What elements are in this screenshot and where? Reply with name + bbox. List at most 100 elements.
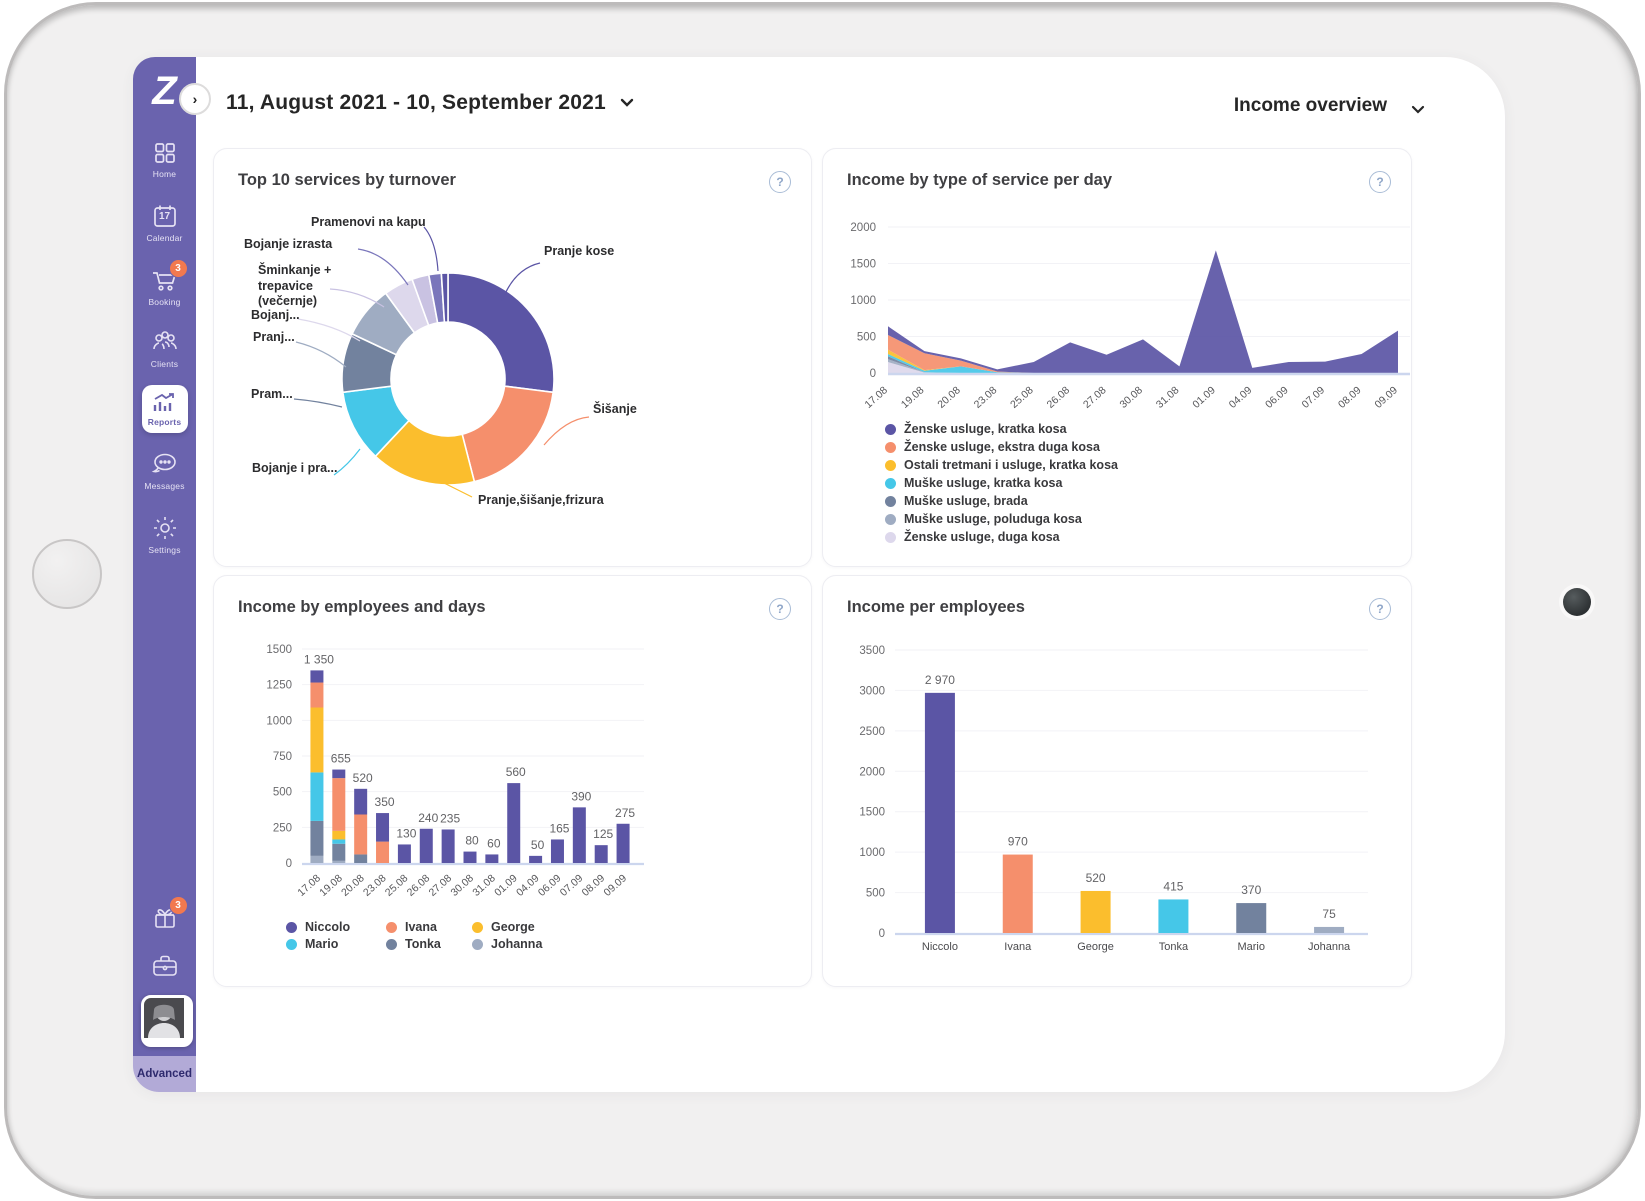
bar-segment[interactable] xyxy=(397,844,411,863)
legend-dot xyxy=(885,442,896,453)
date-range-selector[interactable]: 11, August 2021 - 10, September 2021 xyxy=(226,89,634,115)
bar-segment[interactable] xyxy=(441,829,455,863)
bar-segment[interactable] xyxy=(354,788,368,815)
bar-segment[interactable] xyxy=(332,860,346,863)
bar-value-label: 560 xyxy=(506,765,526,779)
sidebar-item-calendar[interactable]: 17 Calendar xyxy=(133,203,196,243)
x-tick-label: 23.08 xyxy=(361,872,389,899)
help-icon[interactable]: ? xyxy=(1369,171,1391,193)
chevron-down-icon[interactable] xyxy=(1411,101,1425,119)
y-tick-label: 1000 xyxy=(859,847,885,859)
bar[interactable] xyxy=(924,692,955,933)
bar-segment[interactable] xyxy=(310,682,324,708)
legend-item: Ženske usluge, duga kosa xyxy=(885,529,1118,546)
bar-segment[interactable] xyxy=(332,839,346,844)
y-tick-label: 2000 xyxy=(859,766,885,778)
x-tick-label: 17.08 xyxy=(295,872,323,899)
bar-segment[interactable] xyxy=(354,814,368,855)
card-title: Income by employees and days xyxy=(238,598,486,616)
bar-segment[interactable] xyxy=(310,670,324,683)
report-view-selector[interactable]: Income overview xyxy=(1234,95,1387,117)
bar-segment[interactable] xyxy=(332,778,346,831)
cart-icon: 3 xyxy=(151,259,188,293)
x-tick-label: 27.08 xyxy=(427,872,455,899)
bar-value-label: 1 350 xyxy=(304,652,334,666)
donut-chart xyxy=(293,226,590,498)
bar-segment[interactable] xyxy=(594,845,608,863)
booking-badge: 3 xyxy=(168,259,188,278)
bar-value-label: 75 xyxy=(1322,907,1336,921)
bar-segment[interactable] xyxy=(485,854,499,863)
bar-segment[interactable] xyxy=(354,854,368,863)
donut-segment-label: Pranje kose xyxy=(544,244,615,258)
bar[interactable] xyxy=(1158,899,1189,933)
sidebar-item-booking[interactable]: 3 Booking xyxy=(133,259,196,307)
bar-segment[interactable] xyxy=(529,855,543,863)
sidebar-item-settings[interactable]: Settings xyxy=(133,515,196,555)
tablet-camera xyxy=(1563,588,1591,616)
help-icon[interactable]: ? xyxy=(769,598,791,620)
bar[interactable] xyxy=(1002,854,1033,933)
sidebar: Z Home 17 Calendar xyxy=(133,57,196,1056)
tablet-home-button[interactable] xyxy=(32,539,102,609)
donut-leader-line xyxy=(543,416,590,446)
legend-item: Ivana xyxy=(386,919,472,936)
donut-leader-line xyxy=(295,341,347,368)
bar-value-label: 520 xyxy=(353,771,373,785)
x-tick-label: 26.08 xyxy=(405,872,433,899)
x-tick-label: 04.09 xyxy=(514,872,542,899)
x-tick-label: Niccolo xyxy=(922,941,958,953)
help-icon[interactable]: ? xyxy=(1369,598,1391,620)
legend-label: Ženske usluge, duga kosa xyxy=(904,530,1060,544)
bar-segment[interactable] xyxy=(507,783,521,863)
app-logo[interactable]: Z xyxy=(152,68,177,113)
bar[interactable] xyxy=(1236,903,1267,933)
bar-value-label: 240 xyxy=(418,811,438,825)
donut-segment-label: Bojanj... xyxy=(251,308,300,322)
bar-value-label: 275 xyxy=(615,806,635,820)
bar-segment[interactable] xyxy=(310,820,324,856)
sidebar-item-briefcase[interactable] xyxy=(133,953,196,979)
y-tick-label: 250 xyxy=(273,822,292,834)
sidebar-item-gift[interactable]: 3 xyxy=(133,896,196,931)
donut-leader-line xyxy=(293,398,343,408)
donut-segment[interactable] xyxy=(440,272,449,323)
bar-segment[interactable] xyxy=(310,772,324,821)
bar-segment[interactable] xyxy=(310,707,324,773)
legend-dot xyxy=(885,496,896,507)
donut-segment[interactable] xyxy=(447,272,555,394)
bar[interactable] xyxy=(1314,926,1345,933)
x-tick-label: 20.08 xyxy=(339,872,367,899)
donut-leader-line xyxy=(357,248,409,286)
bar-segment[interactable] xyxy=(332,843,346,861)
help-icon[interactable]: ? xyxy=(769,171,791,193)
bar-segment[interactable] xyxy=(572,807,586,863)
sidebar-item-reports[interactable]: Reports xyxy=(133,385,196,433)
legend-dot xyxy=(472,939,483,950)
bar[interactable] xyxy=(1080,890,1111,933)
y-tick-label: 1500 xyxy=(850,259,876,271)
sidebar-item-home[interactable]: Home xyxy=(133,141,196,179)
legend-dot xyxy=(885,424,896,435)
bar-segment[interactable] xyxy=(419,828,433,863)
user-avatar[interactable] xyxy=(141,995,193,1047)
bar-segment[interactable] xyxy=(332,830,346,840)
gear-icon xyxy=(152,515,178,541)
sidebar-collapse-button[interactable]: › xyxy=(179,83,211,115)
bar-segment[interactable] xyxy=(463,851,477,863)
messages-icon xyxy=(151,451,179,477)
sidebar-item-clients[interactable]: Clients xyxy=(133,329,196,369)
bar-segment[interactable] xyxy=(310,855,324,863)
bar-segment[interactable] xyxy=(616,823,630,863)
bar-segment[interactable] xyxy=(376,813,390,842)
bar-segment[interactable] xyxy=(332,769,346,779)
bar-segment[interactable] xyxy=(550,839,564,863)
bar-segment[interactable] xyxy=(376,841,390,863)
sidebar-item-messages[interactable]: Messages xyxy=(133,451,196,491)
donut-leader-line xyxy=(439,480,473,498)
donut-segment[interactable] xyxy=(461,385,555,483)
advanced-tab[interactable]: Advanced xyxy=(133,1056,196,1092)
legend-label: Ženske usluge, ekstra duga kosa xyxy=(904,440,1100,454)
x-tick-label: 27.08 xyxy=(1081,384,1109,411)
